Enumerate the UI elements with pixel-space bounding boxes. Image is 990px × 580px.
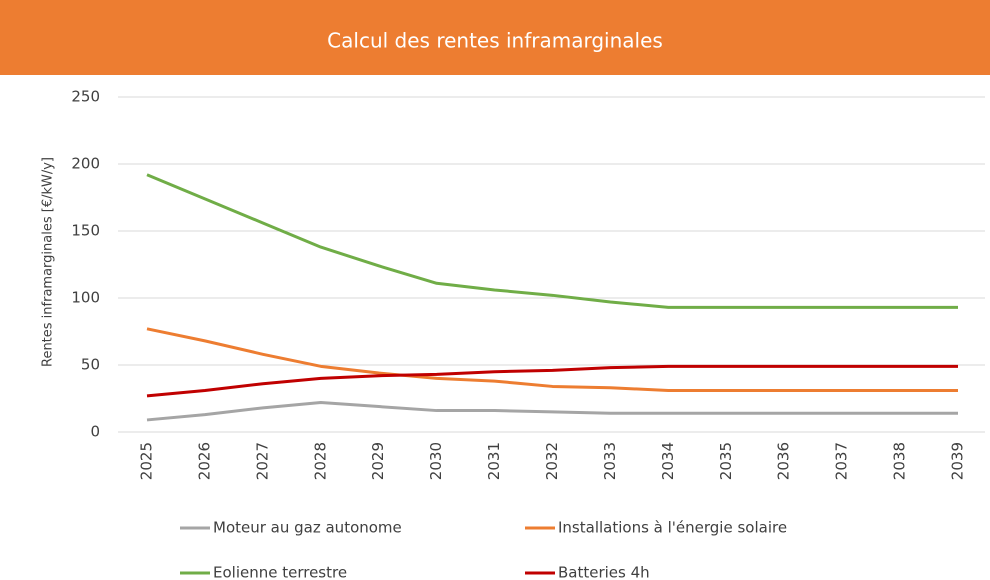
legend-label: Eolienne terrestre — [213, 564, 347, 580]
x-tick-label: 2032 — [543, 442, 561, 480]
x-tick-label: 2039 — [949, 442, 967, 480]
chart-title: Calcul des rentes inframarginales — [327, 29, 663, 53]
y-axis-title: Rentes inframarginales [€/kW/y] — [41, 157, 56, 367]
title-bar — [0, 0, 990, 75]
y-tick-label: 200 — [71, 155, 100, 173]
line-series — [146, 401, 958, 422]
y-tick-label: 150 — [71, 222, 100, 240]
line-series — [146, 173, 958, 309]
x-tick-label: 2031 — [485, 442, 503, 480]
x-tick-label: 2025 — [138, 442, 156, 480]
line-series — [146, 364, 958, 398]
x-tick-label: 2026 — [195, 442, 213, 480]
legend-label: Moteur au gaz autonome — [213, 519, 402, 537]
x-tick-label: 2029 — [369, 442, 387, 480]
line-series — [146, 327, 958, 392]
x-tick-label: 2034 — [659, 442, 677, 480]
x-tick-label: 2035 — [717, 442, 735, 480]
x-tick-label: 2038 — [891, 442, 909, 480]
x-tick-label: 2028 — [311, 442, 329, 480]
y-tick-label: 50 — [81, 356, 100, 374]
x-tick-label: 2033 — [601, 442, 619, 480]
x-tick-label: 2037 — [833, 442, 851, 480]
y-tick-label: 250 — [71, 88, 100, 106]
x-tick-label: 2036 — [775, 442, 793, 480]
y-tick-label: 100 — [71, 289, 100, 307]
legend-label: Batteries 4h — [558, 564, 650, 580]
legend-label: Installations à l'énergie solaire — [558, 519, 787, 537]
y-tick-label: 0 — [90, 423, 100, 441]
x-tick-label: 2027 — [253, 442, 271, 480]
x-tick-label: 2030 — [427, 442, 445, 480]
